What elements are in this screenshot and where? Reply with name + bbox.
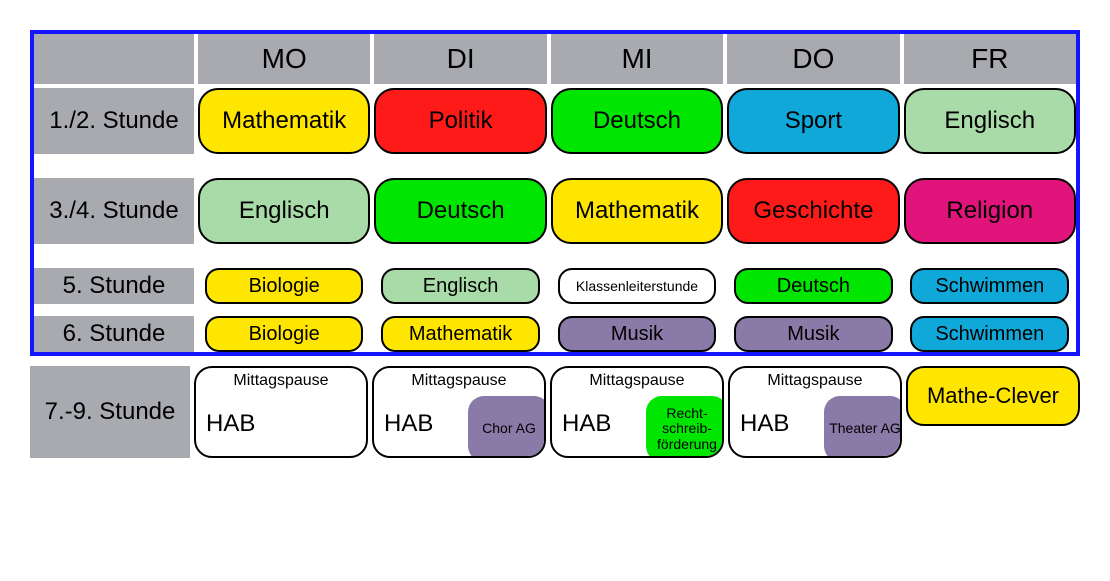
afternoon-friday: Mathe-Clever <box>906 366 1080 426</box>
spacer <box>904 248 1076 264</box>
cell-wrap: Sport <box>727 88 899 154</box>
spacer <box>551 158 723 174</box>
subject-pill-r0-c1: Politik <box>374 88 546 154</box>
spacer <box>34 248 194 264</box>
afternoon-box-2: Mittagspause HAB Recht- schreib- förderung <box>550 366 724 458</box>
spacer <box>374 308 546 312</box>
afternoon-label: 7.-9. Stunde <box>30 366 190 458</box>
cell-wrap: Englisch <box>198 178 370 244</box>
afternoon-pause: Mittagspause <box>196 372 366 390</box>
cell-wrap: Englisch <box>374 268 546 304</box>
spacer <box>551 308 723 312</box>
row-label-3: 6. Stunde <box>34 316 194 352</box>
subject-pill-r1-c3: Geschichte <box>727 178 899 244</box>
afternoon-grid: 7.-9. Stunde Mittagspause HAB Mittagspause H… <box>30 366 1080 458</box>
cell-wrap: Mathematik <box>374 316 546 352</box>
cell-wrap: Musik <box>727 316 899 352</box>
subject-pill-r2-c4: Schwimmen <box>910 268 1069 304</box>
main-grid: MODIMIDOFR1./2. StundeMathematikPolitikD… <box>34 34 1076 352</box>
spacer <box>727 158 899 174</box>
spacer <box>374 158 546 174</box>
afternoon-pause: Mittagspause <box>730 372 900 390</box>
spacer <box>34 158 194 174</box>
cell-wrap: Musik <box>551 316 723 352</box>
spacer <box>727 248 899 264</box>
afternoon-pause: Mittagspause <box>374 372 544 390</box>
row-label-1: 3./4. Stunde <box>34 178 194 244</box>
afternoon-sub-2: Recht- schreib- förderung <box>646 396 724 458</box>
cell-wrap: Englisch <box>904 88 1076 154</box>
subject-pill-r3-c3: Musik <box>734 316 893 352</box>
subject-pill-r3-c0: Biologie <box>205 316 364 352</box>
cell-wrap: Deutsch <box>374 178 546 244</box>
subject-pill-r2-c0: Biologie <box>205 268 364 304</box>
afternoon-sub-1: Chor AG <box>468 396 546 458</box>
header-day-2: MI <box>551 34 723 84</box>
cell-wrap: Mathematik <box>198 88 370 154</box>
spacer <box>198 158 370 174</box>
cell-wrap: Schwimmen <box>904 268 1076 304</box>
afternoon-main: HAB <box>740 410 789 438</box>
subject-pill-r1-c2: Mathematik <box>551 178 723 244</box>
subject-pill-r2-c2: Klassenleiterstunde <box>558 268 717 304</box>
header-blank <box>34 34 194 84</box>
cell-wrap: Politik <box>374 88 546 154</box>
subject-pill-r3-c4: Schwimmen <box>910 316 1069 352</box>
afternoon-main: HAB <box>384 410 433 438</box>
subject-pill-r0-c4: Englisch <box>904 88 1076 154</box>
cell-wrap: Religion <box>904 178 1076 244</box>
spacer <box>904 158 1076 174</box>
header-day-3: DO <box>727 34 899 84</box>
cell-wrap: Mathematik <box>551 178 723 244</box>
afternoon-main: HAB <box>206 410 255 438</box>
subject-pill-r3-c1: Mathematik <box>381 316 540 352</box>
row-label-0: 1./2. Stunde <box>34 88 194 154</box>
row-label-2: 5. Stunde <box>34 268 194 304</box>
subject-pill-r2-c1: Englisch <box>381 268 540 304</box>
cell-wrap: Geschichte <box>727 178 899 244</box>
cell-wrap: Schwimmen <box>904 316 1076 352</box>
subject-pill-r0-c0: Mathematik <box>198 88 370 154</box>
afternoon-box-0: Mittagspause HAB <box>194 366 368 458</box>
spacer <box>904 308 1076 312</box>
spacer <box>727 308 899 312</box>
subject-pill-r3-c2: Musik <box>558 316 717 352</box>
cell-wrap: Deutsch <box>551 88 723 154</box>
subject-pill-r0-c3: Sport <box>727 88 899 154</box>
subject-pill-r2-c3: Deutsch <box>734 268 893 304</box>
timetable: MODIMIDOFR1./2. StundeMathematikPolitikD… <box>30 30 1080 458</box>
subject-pill-r0-c2: Deutsch <box>551 88 723 154</box>
cell-wrap: Biologie <box>198 316 370 352</box>
cell-wrap: Biologie <box>198 268 370 304</box>
afternoon-pause: Mittagspause <box>552 372 722 390</box>
header-day-0: MO <box>198 34 370 84</box>
cell-wrap: Deutsch <box>727 268 899 304</box>
afternoon-main: HAB <box>562 410 611 438</box>
subject-pill-r1-c4: Religion <box>904 178 1076 244</box>
spacer <box>374 248 546 264</box>
header-day-1: DI <box>374 34 546 84</box>
header-day-4: FR <box>904 34 1076 84</box>
afternoon-box-3: Mittagspause HAB Theater AG <box>728 366 902 458</box>
timetable-frame: MODIMIDOFR1./2. StundeMathematikPolitikD… <box>30 30 1080 356</box>
spacer <box>198 248 370 264</box>
spacer <box>551 248 723 264</box>
cell-wrap: Klassenleiterstunde <box>551 268 723 304</box>
spacer <box>198 308 370 312</box>
subject-pill-r1-c1: Deutsch <box>374 178 546 244</box>
afternoon-box-1: Mittagspause HAB Chor AG <box>372 366 546 458</box>
subject-pill-r1-c0: Englisch <box>198 178 370 244</box>
spacer <box>34 308 194 312</box>
afternoon-sub-3: Theater AG <box>824 396 902 458</box>
